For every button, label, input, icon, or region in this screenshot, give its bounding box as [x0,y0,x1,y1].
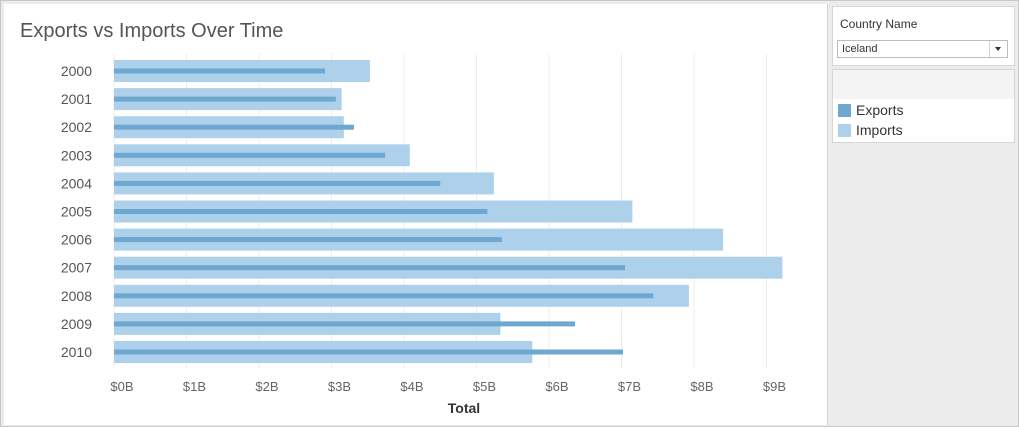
legend-header [833,70,1014,99]
x-tick-label: $1B [183,379,206,394]
y-tick-label: 2000 [61,63,92,79]
chart-panel: Exports vs Imports Over Time 2000 2001 200… [4,4,828,425]
bar-exports[interactable] [114,152,386,158]
chevron-down-icon [995,47,1001,51]
x-tick-label: $0B [110,379,133,394]
bar-exports[interactable] [114,349,623,355]
y-tick-label: 2005 [61,204,92,220]
y-tick-label: 2003 [61,147,92,163]
bar-exports[interactable] [114,180,441,186]
y-tick-label: 2007 [61,260,92,276]
y-tick-label: 2006 [61,232,92,248]
y-tick-label: 2004 [61,175,92,191]
x-tick-label: $2B [255,379,278,394]
x-axis-title: Total [448,400,480,416]
legend-panel: Exports Imports [832,69,1015,143]
x-tick-label: $7B [618,379,641,394]
bar-exports[interactable] [114,321,576,327]
bar-exports[interactable] [114,293,654,299]
bar-exports[interactable] [114,237,502,243]
bar-exports[interactable] [114,96,336,102]
y-tick-label: 2010 [61,344,92,360]
bar-chart: 2000 2001 2002 2003 2004 2005 2006 2007 2008 2009… [61,54,786,416]
y-tick-label: 2009 [61,316,92,332]
country-dropdown[interactable]: Iceland [837,40,1008,58]
x-tick-label: $5B [473,379,496,394]
dropdown-selected-value: Iceland [842,43,878,55]
y-tick-label: 2008 [61,288,92,304]
x-tick-label: $6B [545,379,568,394]
bar-exports[interactable] [114,124,354,130]
country-filter-panel: Country Name Iceland [832,6,1015,66]
x-tick-label: $4B [400,379,423,394]
bar-exports[interactable] [114,265,626,271]
legend-swatch-imports [838,124,851,137]
bar-exports[interactable] [114,209,488,214]
legend-swatch-exports [838,104,851,117]
legend-label-imports: Imports [856,122,903,138]
filter-label: Country Name [840,17,918,31]
x-tick-label: $8B [690,379,713,394]
legend-label-exports: Exports [856,102,904,118]
chart-title: Exports vs Imports Over Time [20,20,284,42]
x-tick-label: $3B [328,379,351,394]
x-tick-label: $9B [763,379,786,394]
y-tick-label: 2001 [61,91,92,107]
bar-exports[interactable] [114,68,325,74]
y-tick-label: 2002 [61,119,92,135]
dropdown-button[interactable] [989,41,1007,57]
